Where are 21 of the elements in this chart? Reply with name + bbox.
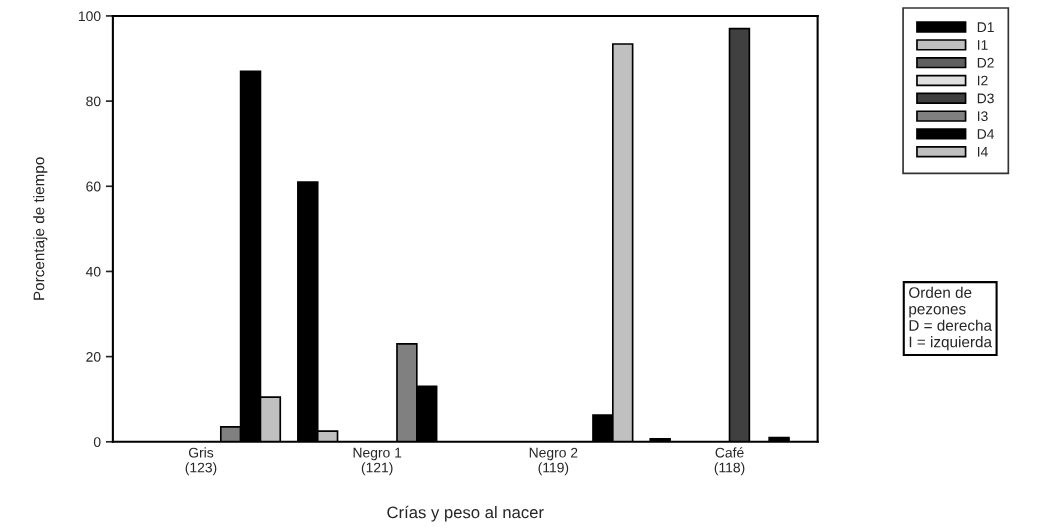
text: Orden de pezones D = derecha I = izquierda: [909, 286, 993, 351]
y-tick-label: 20: [86, 351, 101, 362]
legend-label: I4: [977, 147, 988, 157]
legend-label: I3: [977, 111, 988, 122]
legend-label: D4: [977, 129, 995, 139]
y-tick-label: 60: [86, 181, 101, 192]
legend-label: I2: [977, 75, 988, 86]
y-tick-label: 40: [85, 266, 101, 277]
x-tick-label: Negro 2 (119): [529, 447, 578, 476]
x-axis-title: Crías y peso al nacer: [387, 505, 544, 522]
x-tick-label: Café (118): [714, 447, 745, 476]
y-axis-title: Porcentaje de tiempo: [33, 157, 48, 300]
x-tick-label: Negro 1 (121): [353, 447, 402, 476]
legend-label: D1: [977, 22, 994, 32]
y-tick-label: 80: [86, 96, 101, 107]
y-tick-label: 0: [93, 437, 101, 447]
legend-label: D3: [977, 93, 994, 104]
legend-label: I1: [977, 40, 988, 50]
x-tick-label: Gris (123): [185, 447, 217, 476]
legend-label: D2: [977, 57, 994, 68]
y-tick-label: 100: [78, 11, 101, 22]
